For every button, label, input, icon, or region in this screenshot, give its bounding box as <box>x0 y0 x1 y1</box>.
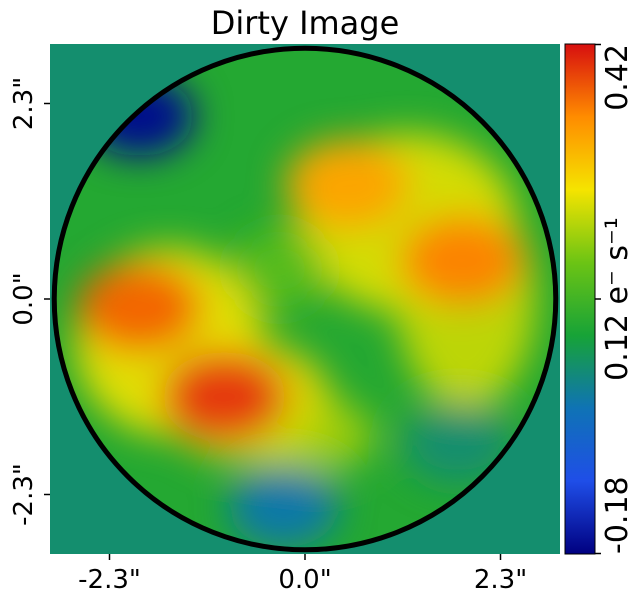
heatmap-feature-5 <box>228 467 339 548</box>
y-tick-label: 2.3" <box>9 77 39 130</box>
aperture-mask-circle <box>51 45 559 553</box>
y-tick-label: -2.3" <box>9 463 39 526</box>
colorbar-mid-label: 0.12 e⁻ s⁻¹ <box>600 217 635 381</box>
heatmap-feature-3 <box>400 215 525 306</box>
colorbar-max-label: 0.42 <box>600 44 635 111</box>
heatmap-svg: -2.3" 0.0" 2.3" 2.3" 0.0" -2.3" <box>9 44 560 595</box>
heatmap-feature-2 <box>285 139 410 230</box>
x-tick-label: 2.3" <box>474 565 527 595</box>
heatmap-feature-0 <box>77 262 202 353</box>
heatmap-feature-6 <box>403 403 513 484</box>
chart-title: Dirty Image <box>210 4 400 42</box>
colorbar-svg: 0.42 0.12 e⁻ s⁻¹ -0.18 <box>564 43 635 555</box>
colorbar: 0.42 0.12 e⁻ s⁻¹ -0.18 <box>564 43 635 555</box>
colorbar-min-label: -0.18 <box>600 476 635 554</box>
x-tick-label: 0.0" <box>278 565 331 595</box>
y-tick-label: 0.0" <box>9 272 39 325</box>
colorbar-gradient <box>564 43 596 555</box>
heatmap-plot: -2.3" 0.0" 2.3" 2.3" 0.0" -2.3" <box>9 44 560 595</box>
heatmap-feature-7 <box>234 229 325 310</box>
heatmap-feature-1 <box>162 351 287 442</box>
x-tick-label: -2.3" <box>78 565 141 595</box>
